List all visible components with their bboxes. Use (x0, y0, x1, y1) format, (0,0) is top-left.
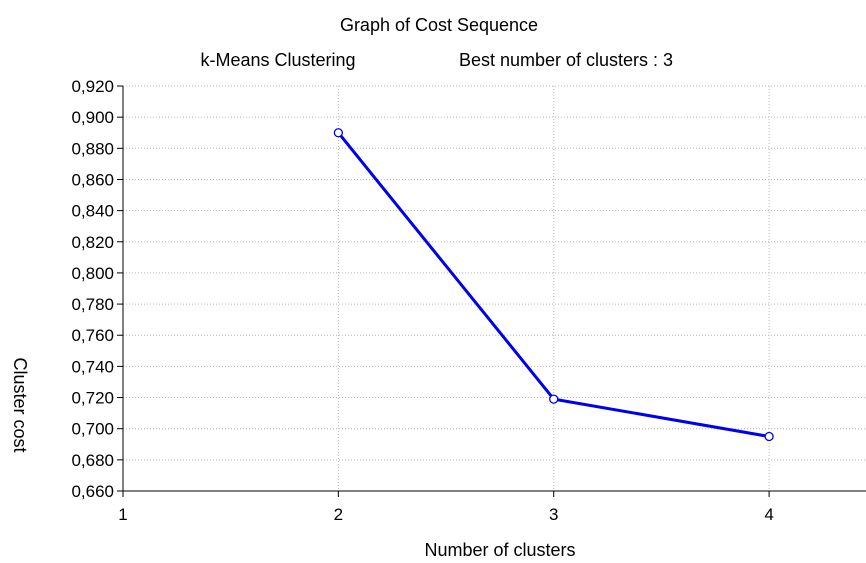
data-series (333, 128, 774, 442)
y-tick-label: 0,680 (71, 451, 114, 470)
y-tick-label: 0,700 (71, 420, 114, 439)
x-axis-label: Number of clusters (424, 540, 575, 560)
y-axis-label: Cluster cost (10, 357, 30, 452)
chart-subtitle-left: k-Means Clustering (200, 50, 355, 70)
y-tick-label: 0,660 (71, 482, 114, 501)
x-tick-labels: 1 2 3 4 (118, 505, 774, 524)
data-point-marker (764, 431, 774, 442)
y-tick-label: 0,920 (71, 77, 114, 96)
data-point-marker (549, 394, 559, 404)
y-tick-label: 0,720 (71, 389, 114, 408)
data-point-marker (333, 128, 344, 138)
y-tick-label: 0,860 (71, 170, 114, 189)
y-tick-label: 0,900 (71, 108, 114, 127)
y-tick-labels: 0,660 0,680 0,700 0,720 0,740 0,760 0,780 0,800… (71, 77, 114, 501)
chart-title: Graph of Cost Sequence (340, 15, 538, 35)
y-tick-label: 0,800 (71, 264, 114, 283)
y-tick-label: 0,840 (71, 202, 114, 221)
axes (117, 85, 866, 497)
x-tick-label: 1 (118, 505, 127, 524)
y-tick-label: 0,760 (71, 326, 114, 345)
y-tick-label: 0,780 (71, 295, 114, 314)
x-tick-label: 3 (549, 505, 558, 524)
grid-lines (123, 85, 866, 491)
y-tick-label: 0,740 (71, 357, 114, 376)
x-tick-label: 2 (334, 505, 343, 524)
y-tick-label: 0,880 (71, 139, 114, 158)
chart-subtitle-right: Best number of clusters : 3 (459, 50, 673, 70)
y-tick-label: 0,820 (71, 233, 114, 252)
x-tick-label: 4 (764, 505, 773, 524)
